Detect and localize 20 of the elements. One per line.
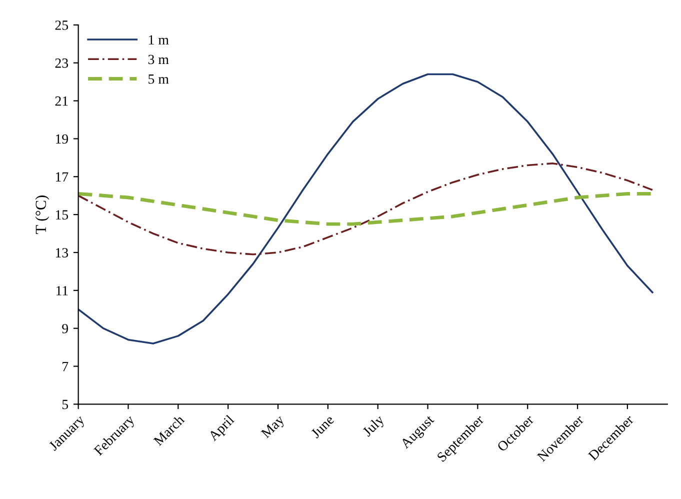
y-tick-label: 7 bbox=[62, 362, 68, 372]
y-tick-label: 21 bbox=[55, 96, 68, 106]
legend-label: 5 m bbox=[148, 74, 169, 84]
y-tick-label: 9 bbox=[62, 324, 68, 334]
y-tick-label: 25 bbox=[55, 20, 68, 30]
legend-label: 3 m bbox=[148, 54, 169, 64]
x-tick-label: June bbox=[310, 414, 334, 439]
x-tick-label: July bbox=[362, 414, 387, 440]
y-tick-label: 17 bbox=[56, 172, 68, 182]
x-tick-label: May bbox=[260, 414, 287, 441]
line-series bbox=[78, 162, 654, 256]
y-tick-label: 5 bbox=[62, 400, 68, 410]
y-tick-label: 13 bbox=[56, 248, 68, 258]
y-tick-label: 19 bbox=[56, 134, 68, 144]
y-tick-label: 11 bbox=[56, 286, 68, 296]
y-tick-label: 15 bbox=[56, 210, 68, 220]
legend-label: 1 m bbox=[148, 35, 169, 44]
y-tick-label: 23 bbox=[55, 58, 68, 68]
y-axis-title: T (°C) bbox=[35, 196, 50, 234]
line-series bbox=[78, 73, 654, 344]
